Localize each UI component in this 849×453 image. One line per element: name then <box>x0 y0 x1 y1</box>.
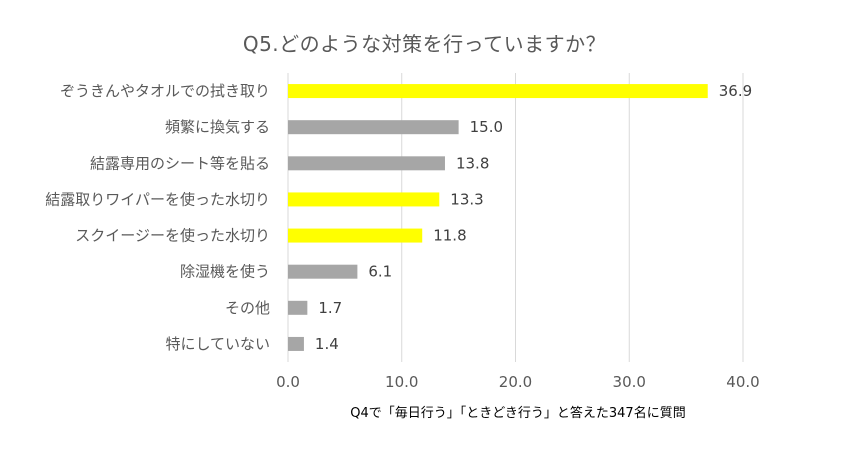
category-label: 除湿機を使う <box>180 263 270 281</box>
chart-note: Q4で「毎日行う」「ときどき行う」と答えた347名に質問 <box>350 406 686 421</box>
bar <box>288 228 423 243</box>
bar <box>288 84 708 99</box>
bar <box>288 192 440 207</box>
data-label: 15.0 <box>470 118 503 136</box>
category-label: スクイージーを使った水切り <box>75 227 270 245</box>
chart-title: Q5.どのような対策を行っていますか？ <box>242 32 607 56</box>
category-label: 頻繁に換気する <box>165 118 270 136</box>
data-label: 13.8 <box>456 154 489 172</box>
category-label: 特にしていない <box>165 335 270 353</box>
data-label: 11.8 <box>433 227 466 245</box>
bar <box>288 156 445 171</box>
category-label: ぞうきんやタオルでの拭き取り <box>60 82 270 100</box>
category-label: その他 <box>225 299 270 317</box>
x-tick-label: 20.0 <box>499 373 532 391</box>
bar <box>288 300 308 315</box>
x-tick-label: 10.0 <box>385 373 418 391</box>
data-label: 36.9 <box>719 82 752 100</box>
data-label: 1.7 <box>318 299 342 317</box>
data-label: 1.4 <box>315 335 339 353</box>
x-tick-label: 40.0 <box>726 373 759 391</box>
x-tick-label: 30.0 <box>613 373 646 391</box>
bar <box>288 120 459 135</box>
bar <box>288 336 304 351</box>
x-tick-label: 0.0 <box>276 373 300 391</box>
category-label: 結露専用のシート等を貼る <box>90 154 270 172</box>
data-label: 6.1 <box>368 263 392 281</box>
bar <box>288 264 358 279</box>
category-label: 結露取りワイパーを使った水切り <box>45 190 270 208</box>
data-label: 13.3 <box>450 190 483 208</box>
